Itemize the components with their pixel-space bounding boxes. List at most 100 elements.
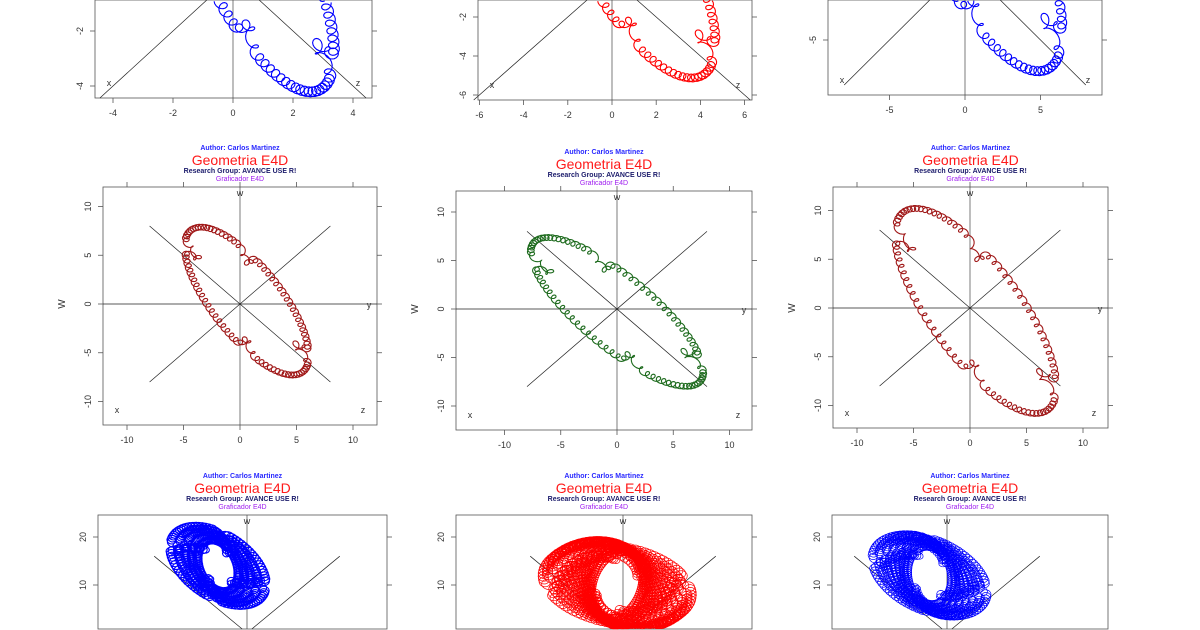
axis-label-z: z xyxy=(361,405,366,415)
axis-label-w: w xyxy=(943,516,951,526)
y-tick-label: 0 xyxy=(813,305,823,310)
plot-title-main: Geometria E4D xyxy=(555,480,653,496)
x-axis-line xyxy=(99,0,208,99)
series-curve xyxy=(891,204,1060,417)
plot-title-group: Research Group: AVANCE USE R! xyxy=(547,172,661,179)
axis-label-z: z xyxy=(1092,408,1097,418)
x-axis-line xyxy=(843,0,931,86)
plot-box xyxy=(455,190,753,431)
x-axis-line xyxy=(473,0,588,101)
axis-label-x: x xyxy=(490,80,495,90)
plot-title-group: Research Group: AVANCE USE R! xyxy=(186,496,299,503)
plot-title-main: Geometria E4D xyxy=(191,152,289,168)
x-tick-label: 5 xyxy=(294,435,299,445)
y-tick-label: 20 xyxy=(78,532,88,542)
y-tick-label: 10 xyxy=(812,580,822,590)
plot-title-author: Author: Carlos Martinez xyxy=(930,145,1011,152)
plot-box xyxy=(94,0,373,99)
x-tick-label: -10 xyxy=(120,435,133,445)
series-curve xyxy=(181,223,312,379)
y-tick-label: -2 xyxy=(75,27,85,35)
y-tick-label: -10 xyxy=(436,399,446,412)
x-tick-label: 0 xyxy=(967,438,972,448)
x-axis-line xyxy=(879,229,1061,387)
axis-label-x: x xyxy=(115,405,120,415)
z-axis-line xyxy=(258,0,367,99)
series-curve xyxy=(541,539,693,630)
series-curve xyxy=(879,531,980,620)
x-axis-line xyxy=(251,555,341,630)
y-tick-label: -6 xyxy=(458,91,468,99)
axis-label-z: z xyxy=(736,80,741,90)
y-tick-label: 10 xyxy=(78,580,88,590)
plot-box xyxy=(97,514,388,630)
x-tick-label: -6 xyxy=(475,110,483,120)
axis-label-y: y xyxy=(742,305,747,315)
plot-title-graficador: Graficador E4D xyxy=(215,176,265,183)
x-tick-label: -5 xyxy=(909,438,917,448)
y-tick-label: 5 xyxy=(436,258,446,263)
x-tick-label: 5 xyxy=(1038,105,1043,115)
x-tick-label: 10 xyxy=(1078,438,1088,448)
x-axis-line xyxy=(526,231,708,387)
axis-label-x: x xyxy=(840,75,845,85)
x-tick-label: -4 xyxy=(520,110,528,120)
plot-box xyxy=(831,514,1109,630)
x-axis-line xyxy=(149,225,331,383)
plot-title-author: Author: Carlos Martinez xyxy=(200,145,280,152)
axis-label-z: z xyxy=(356,78,361,88)
series-curve xyxy=(597,0,721,83)
series-curve xyxy=(867,530,992,621)
y-tick-label: 0 xyxy=(83,301,93,306)
axis-label-x: x xyxy=(845,408,850,418)
plot-title-group: Research Group: AVANCE USE R! xyxy=(914,168,1027,175)
y-tick-label: -5 xyxy=(813,353,823,361)
series-curve xyxy=(537,540,697,630)
plot-title-graficador: Graficador E4D xyxy=(579,504,629,511)
axis-label-w: w xyxy=(236,188,244,198)
x-tick-label: -2 xyxy=(564,110,572,120)
y-tick-label: -10 xyxy=(83,395,93,408)
axis-label-y: y xyxy=(367,300,372,310)
x-tick-label: 5 xyxy=(671,440,676,450)
x-tick-label: -5 xyxy=(557,440,565,450)
series-curve xyxy=(165,521,271,610)
plot-title-main: Geometria E4D xyxy=(555,156,653,172)
plot-title-main: Geometria E4D xyxy=(194,480,291,496)
plot-title-author: Author: Carlos Martinez xyxy=(930,473,1010,480)
y-tick-label: 0 xyxy=(436,306,446,311)
series-curve xyxy=(874,530,985,621)
y-tick-label: -5 xyxy=(436,353,446,361)
plot-title-graficador: Graficador E4D xyxy=(946,176,995,183)
axis-label-w: w xyxy=(619,516,627,526)
y-tick-label: 10 xyxy=(436,580,446,590)
x-tick-label: 0 xyxy=(230,108,235,118)
y-axis-label: W xyxy=(57,299,68,309)
x-tick-label: 4 xyxy=(698,110,703,120)
plot-title-graficador: Graficador E4D xyxy=(945,504,995,511)
y-tick-label: 10 xyxy=(436,207,446,217)
x-tick-label: -5 xyxy=(885,105,893,115)
y-tick-label: -4 xyxy=(75,82,85,90)
plot-title-main: Geometria E4D xyxy=(922,152,1019,168)
plot-box xyxy=(832,186,1109,429)
plot-title-group: Research Group: AVANCE USE R! xyxy=(183,168,297,175)
y-tick-label: 5 xyxy=(83,253,93,258)
x-tick-label: 0 xyxy=(237,435,242,445)
z-axis-line xyxy=(999,0,1087,86)
z-axis-line xyxy=(636,0,751,101)
x-tick-label: 2 xyxy=(654,110,659,120)
axis-label-x: x xyxy=(107,78,112,88)
series-curve xyxy=(526,234,708,390)
plot-box xyxy=(477,0,753,101)
plot-title-main: Geometria E4D xyxy=(921,480,1019,496)
y-tick-label: -5 xyxy=(83,349,93,357)
y-axis-label: W xyxy=(787,303,798,313)
x-tick-label: -2 xyxy=(169,108,177,118)
x-tick-label: -10 xyxy=(850,438,863,448)
y-tick-label: -2 xyxy=(458,13,468,21)
y-tick-label: -4 xyxy=(458,52,468,60)
y-tick-label: 20 xyxy=(436,532,446,542)
